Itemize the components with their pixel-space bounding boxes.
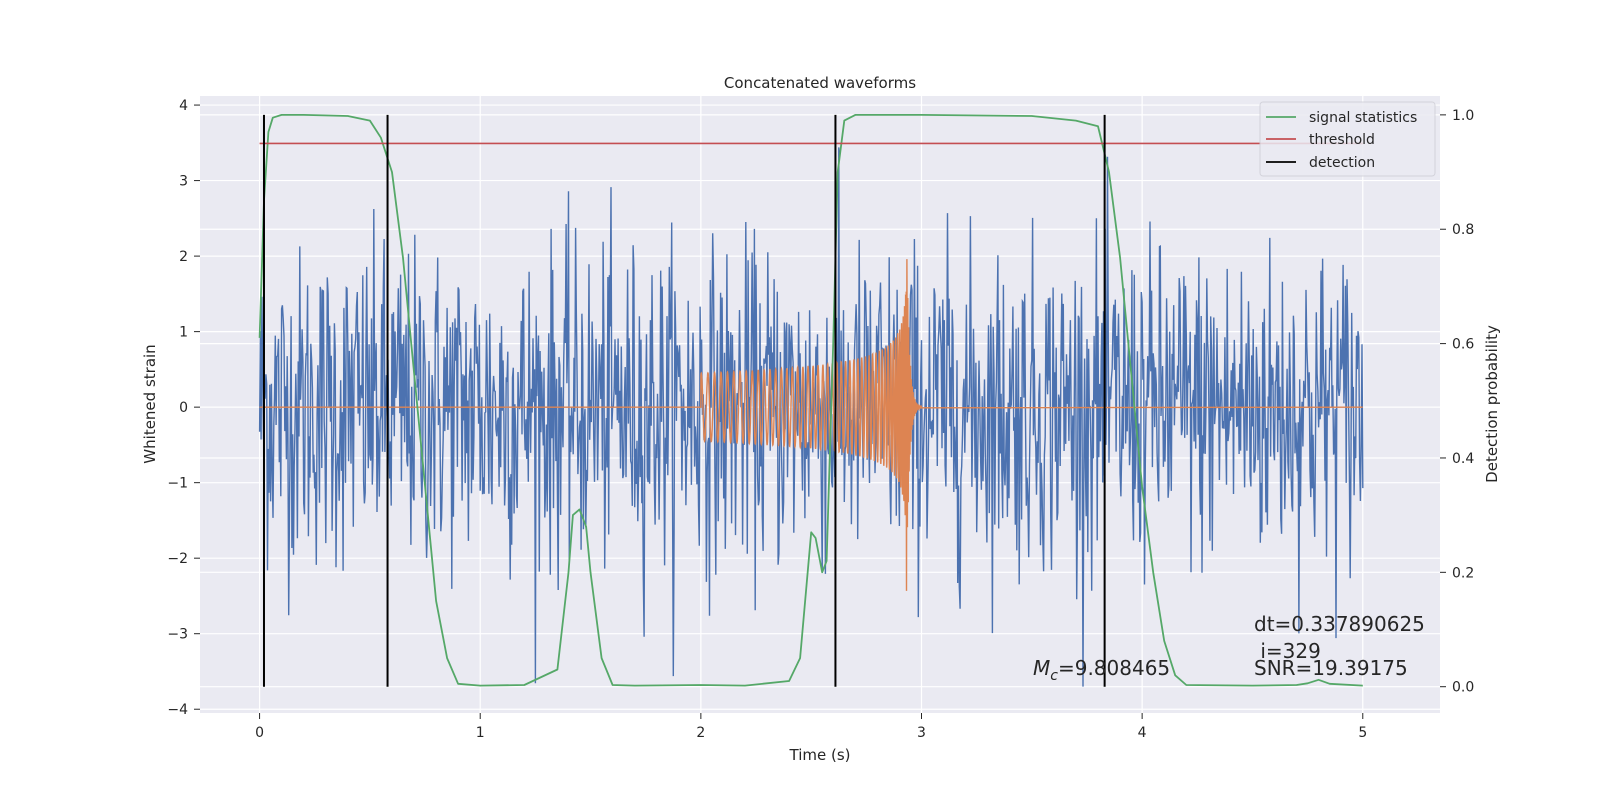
annotation-mc-value: =9.808465 [1058, 656, 1170, 680]
legend-box [1259, 101, 1436, 177]
x-tick-label-3: 3 [917, 725, 926, 741]
y-tick-label-5: 1 [179, 325, 188, 341]
legend-label-detection: detection [1309, 155, 1375, 171]
y-tick-label-6: 2 [179, 249, 188, 265]
y-axis-ticks: −4 −3 −2 −1 0 1 2 3 4 [167, 98, 200, 718]
y2-tick-label-0: 0.0 [1452, 680, 1474, 696]
waveform-line [259, 259, 1363, 591]
y2-axis-label: Detection probability [1483, 325, 1501, 483]
legend-label-signal-statistics: signal statistics [1309, 110, 1417, 126]
y2-axis-ticks: 0.0 0.2 0.4 0.6 0.8 1.0 [1440, 108, 1474, 696]
y-tick-label-3: −1 [167, 476, 188, 492]
y2-tick-label-2: 0.4 [1452, 451, 1474, 467]
y-tick-label-0: −4 [167, 702, 188, 718]
y2-tick-label-3: 0.6 [1452, 337, 1474, 353]
x-tick-label-4: 4 [1138, 725, 1147, 741]
x-axis-ticks: 0 1 2 3 4 5 [255, 713, 1367, 741]
y2-tick-label-4: 0.8 [1452, 222, 1474, 238]
annotation-snr: SNR=19.39175 [1254, 656, 1408, 680]
y2-tick-label-1: 0.2 [1452, 565, 1474, 581]
y-axis-label: Whitened strain [141, 344, 159, 463]
x-tick-label-2: 2 [696, 725, 705, 741]
y-tick-label-2: −2 [167, 551, 188, 567]
y-tick-label-8: 4 [179, 98, 188, 114]
annotation-mc-symbol: M [1033, 656, 1050, 680]
annotation-i: i=329 [1254, 639, 1321, 663]
grid [200, 96, 1440, 713]
x-tick-label-1: 1 [476, 725, 485, 741]
detection-series [262, 114, 1106, 687]
x-axis-label: Time (s) [789, 746, 851, 764]
annotation-dt: dt=0.337890625 [1254, 612, 1425, 636]
waveform-series [259, 259, 1363, 591]
x-tick-label-0: 0 [255, 725, 264, 741]
chart-title: Concatenated waveforms [724, 74, 916, 92]
y-tick-label-1: −3 [167, 627, 188, 643]
legend: signal statistics threshold detection [1259, 101, 1436, 177]
legend-label-threshold: threshold [1309, 132, 1375, 148]
x-tick-label-5: 5 [1358, 725, 1367, 741]
y-tick-label-4: 0 [179, 400, 188, 416]
y-tick-label-7: 3 [179, 174, 188, 190]
signal-statistics-line [258, 114, 1363, 687]
signal-statistics-series [258, 114, 1363, 687]
annotation-mc: Mc=9.808465 [1033, 656, 1170, 684]
annotation-mc-subscript: c [1050, 668, 1058, 684]
y2-tick-label-5: 1.0 [1452, 108, 1474, 124]
